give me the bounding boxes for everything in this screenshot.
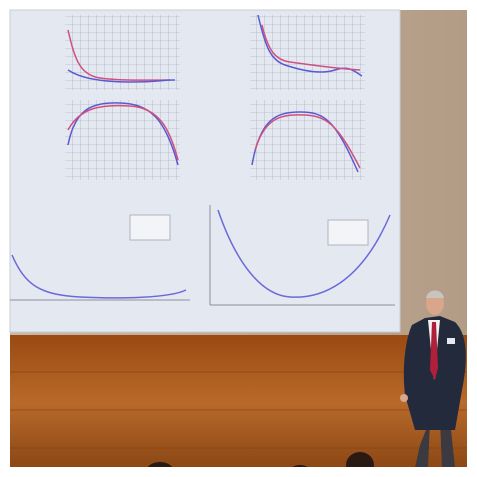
legend-box bbox=[327, 219, 369, 246]
hair bbox=[426, 290, 444, 298]
legend-box bbox=[129, 214, 171, 241]
badge bbox=[447, 338, 455, 344]
panel-lines bbox=[10, 371, 467, 449]
hand bbox=[400, 394, 408, 402]
curve bbox=[67, 69, 176, 83]
curve bbox=[67, 102, 179, 166]
curve bbox=[11, 254, 187, 299]
leg bbox=[415, 420, 430, 468]
chart-grid bbox=[250, 15, 365, 90]
curve bbox=[67, 29, 171, 81]
border bbox=[0, 467, 477, 477]
tie bbox=[430, 322, 438, 380]
slide-charts bbox=[10, 14, 395, 306]
leg bbox=[440, 420, 455, 468]
curve bbox=[67, 104, 179, 161]
chart-grid bbox=[65, 100, 180, 180]
chart-grid bbox=[250, 100, 365, 180]
curve bbox=[254, 114, 361, 169]
curve bbox=[217, 209, 391, 298]
wood-panel bbox=[10, 335, 467, 470]
curve bbox=[261, 24, 361, 71]
chart-grid bbox=[65, 15, 180, 90]
screen-edge bbox=[9, 9, 401, 333]
speaker bbox=[400, 290, 466, 468]
border bbox=[467, 0, 477, 477]
